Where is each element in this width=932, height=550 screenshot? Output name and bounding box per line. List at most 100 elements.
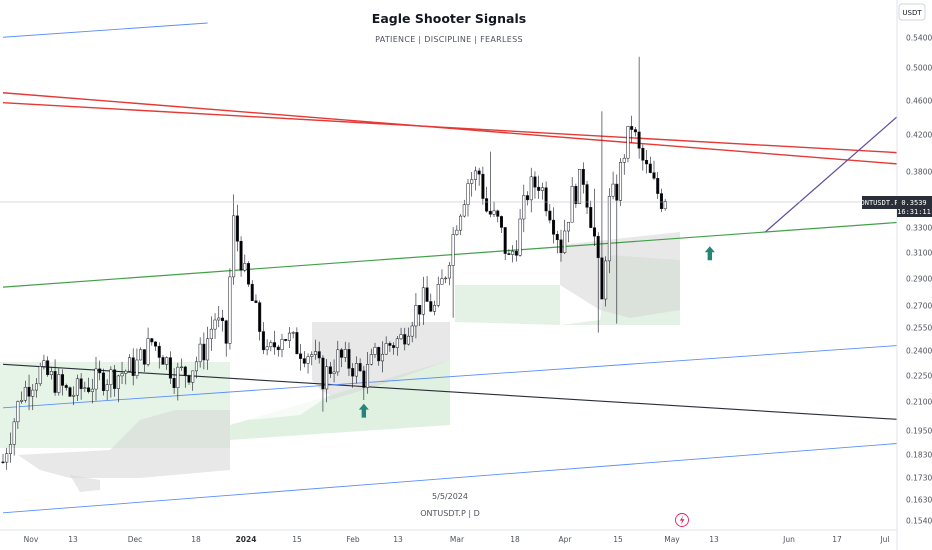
candle-down[interactable]: [224, 320, 228, 344]
candle-down[interactable]: [101, 372, 105, 391]
candle-up[interactable]: [5, 453, 9, 463]
candle-down[interactable]: [150, 338, 154, 343]
candle-up[interactable]: [20, 399, 24, 402]
candle-down[interactable]: [295, 332, 299, 355]
candle-up[interactable]: [440, 278, 444, 285]
candle-up[interactable]: [444, 277, 448, 280]
candle-down[interactable]: [362, 370, 366, 388]
time-axis[interactable]: Nov 13 Dec 18 2024 15 Feb 13 Mar 18 Apr 15 May 13 Jun 1…: [24, 535, 890, 544]
candle-down[interactable]: [548, 210, 552, 221]
candle-up[interactable]: [607, 195, 611, 262]
candle-up[interactable]: [492, 210, 496, 215]
candle-down[interactable]: [64, 385, 68, 388]
candle-down[interactable]: [250, 283, 254, 302]
candle-up[interactable]: [522, 195, 526, 220]
candle-down[interactable]: [589, 207, 593, 228]
candle-down[interactable]: [168, 357, 172, 379]
candle-down[interactable]: [592, 227, 596, 237]
candle-up[interactable]: [291, 332, 295, 334]
candle-down[interactable]: [220, 317, 224, 321]
candle-up[interactable]: [570, 186, 574, 223]
candle-down[interactable]: [183, 366, 187, 376]
candle-down[interactable]: [340, 349, 344, 358]
candle-up[interactable]: [563, 230, 567, 253]
candle-down[interactable]: [659, 193, 663, 209]
candle-down[interactable]: [328, 366, 332, 374]
candle-up[interactable]: [191, 370, 195, 383]
candle-down[interactable]: [526, 195, 530, 201]
candle-down[interactable]: [258, 302, 262, 332]
candle-up[interactable]: [626, 126, 630, 159]
candle-down[interactable]: [641, 147, 645, 161]
candle-up[interactable]: [116, 375, 120, 389]
candle-down[interactable]: [1, 461, 5, 463]
candle-up[interactable]: [332, 371, 336, 374]
candle-up[interactable]: [42, 360, 46, 367]
candle-up[interactable]: [619, 162, 623, 201]
candle-down[interactable]: [503, 227, 507, 254]
candle-up[interactable]: [127, 357, 131, 372]
candle-down[interactable]: [615, 183, 619, 201]
candle-up[interactable]: [120, 373, 124, 377]
candle-down[interactable]: [648, 163, 652, 173]
candle-down[interactable]: [637, 131, 641, 149]
trendline-black[interactable]: [2, 363, 929, 421]
candle-up[interactable]: [313, 351, 317, 355]
candle-down[interactable]: [585, 184, 589, 208]
candle-down[interactable]: [418, 305, 422, 315]
trendline-red[interactable]: [2, 102, 929, 155]
candle-up[interactable]: [451, 234, 455, 266]
candle-down[interactable]: [555, 234, 559, 241]
candle-down[interactable]: [247, 263, 251, 285]
candle-up[interactable]: [75, 378, 79, 396]
candle-up[interactable]: [12, 421, 16, 445]
candle-up[interactable]: [436, 284, 440, 306]
candle-up[interactable]: [399, 334, 403, 340]
candle-up[interactable]: [94, 368, 98, 390]
candle-down[interactable]: [656, 178, 660, 194]
candle-down[interactable]: [27, 386, 31, 397]
candle-up[interactable]: [16, 401, 20, 423]
candle-down[interactable]: [273, 342, 277, 348]
candle-down[interactable]: [358, 363, 362, 372]
candle-down[interactable]: [429, 301, 433, 312]
candle-down[interactable]: [53, 371, 57, 393]
candle-down[interactable]: [161, 357, 165, 365]
candle-up[interactable]: [38, 366, 42, 385]
candle-down[interactable]: [299, 353, 303, 359]
candle-down[interactable]: [552, 219, 556, 235]
candle-down[interactable]: [68, 387, 72, 397]
candle-up[interactable]: [139, 349, 143, 361]
candle-up[interactable]: [49, 371, 53, 376]
candle-down[interactable]: [388, 343, 392, 346]
candle-down[interactable]: [202, 343, 206, 361]
candle-up[interactable]: [124, 370, 128, 374]
candle-down[interactable]: [276, 346, 280, 351]
candle-down[interactable]: [537, 186, 541, 191]
candle-up[interactable]: [243, 263, 247, 271]
candle-down[interactable]: [600, 257, 604, 300]
trendline-blue[interactable]: [2, 22, 208, 38]
candle-down[interactable]: [157, 345, 161, 358]
candle-up[interactable]: [369, 354, 373, 365]
candle-up[interactable]: [380, 353, 384, 362]
candle-down[interactable]: [142, 349, 146, 365]
candle-up[interactable]: [83, 387, 87, 389]
candle-up[interactable]: [529, 176, 533, 201]
candle-up[interactable]: [228, 276, 232, 344]
lightning-icon[interactable]: [675, 513, 689, 527]
candle-up[interactable]: [31, 389, 35, 397]
candle-up[interactable]: [8, 444, 12, 454]
candle-up[interactable]: [447, 265, 451, 279]
candle-down[interactable]: [499, 216, 503, 228]
candle-up[interactable]: [57, 374, 61, 393]
candle-up[interactable]: [462, 204, 466, 217]
candle-down[interactable]: [392, 345, 396, 348]
candle-up[interactable]: [406, 335, 410, 345]
candle-down[interactable]: [61, 374, 65, 386]
candle-up[interactable]: [109, 369, 113, 385]
trendline-red[interactable]: [2, 92, 929, 167]
candle-up[interactable]: [421, 287, 425, 315]
candle-down[interactable]: [425, 287, 429, 302]
